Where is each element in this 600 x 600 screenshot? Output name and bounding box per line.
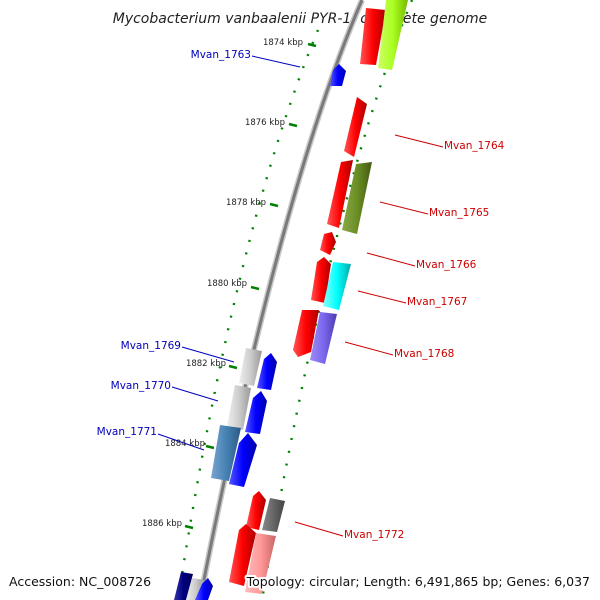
accession-text: Accession: NC_008726 <box>9 574 151 589</box>
scale-label: 1878 kbp <box>226 198 266 208</box>
gene-label-mvan-1765[interactable]: Mvan_1765 <box>429 207 489 219</box>
gene-label-mvan-1770[interactable]: Mvan_1770 <box>111 380 171 392</box>
gene-mvan-1769-blue[interactable] <box>257 353 277 390</box>
gene-mvan-1771-steel[interactable] <box>211 425 241 481</box>
scale-tick-1880: 1880 kbp <box>207 279 260 291</box>
gene-mvan-1770-blue[interactable] <box>245 391 267 434</box>
gene-mvan-1770-grey[interactable] <box>227 385 251 430</box>
gene-label-mvan-1772[interactable]: Mvan_1772 <box>344 529 404 541</box>
scale-label: 1886 kbp <box>142 519 182 529</box>
gene-mvan-1768-red[interactable] <box>293 310 319 357</box>
gene-label-mvan-1767[interactable]: Mvan_1767 <box>407 296 467 308</box>
gene-label-mvan-1769[interactable]: Mvan_1769 <box>121 340 181 352</box>
gene-mvan-1772-red-upper[interactable] <box>246 491 266 530</box>
gene-mvan-1769-grey[interactable] <box>239 348 262 386</box>
gene-mvan-1768-purple[interactable] <box>310 312 337 364</box>
gene-feature-navy-bottom[interactable] <box>174 572 193 600</box>
scale-label: 1880 kbp <box>207 279 247 289</box>
leader-line-mvan-1769 <box>181 346 235 363</box>
leader-line-mvan-1766 <box>366 252 416 267</box>
gene-feature-lime-top[interactable] <box>378 0 408 70</box>
gene-mvan-1771-blue[interactable] <box>229 433 257 487</box>
scale-track <box>176 29 320 600</box>
leader-line-mvan-1767 <box>357 290 407 304</box>
scale-tick-1878: 1878 kbp <box>226 198 279 208</box>
scale-tick-1874: 1874 kbp <box>263 38 317 48</box>
scale-label: 1874 kbp <box>263 38 303 48</box>
gene-label-mvan-1766[interactable]: Mvan_1766 <box>416 259 477 271</box>
scale-tick-1886: 1886 kbp <box>142 519 194 530</box>
scale-tick-1884: 1884 kbp <box>165 439 215 450</box>
gene-mvan-1765-red[interactable] <box>327 160 353 228</box>
genome-summary-text: Topology: circular; Length: 6,491,865 bp… <box>246 574 590 589</box>
gene-label-mvan-1768[interactable]: Mvan_1768 <box>394 348 454 360</box>
gene-label-mvan-1763[interactable]: Mvan_1763 <box>191 49 251 61</box>
leader-line-mvan-1772 <box>294 521 344 537</box>
scale-label: 1882 kbp <box>186 359 226 369</box>
gene-mvan-1766[interactable] <box>320 232 336 255</box>
gene-mvan-1763[interactable] <box>330 64 346 86</box>
leader-line-mvan-1763 <box>251 55 301 68</box>
genome-backbone <box>197 0 365 600</box>
leader-line-mvan-1768 <box>344 341 394 356</box>
leader-line-mvan-1770 <box>171 386 219 402</box>
gene-mvan-1767-red[interactable] <box>311 257 331 303</box>
gene-mvan-1765-olive[interactable] <box>342 162 372 234</box>
gene-mvan-1764[interactable] <box>344 97 367 157</box>
gene-mvan-1772-red-lower[interactable] <box>229 524 256 586</box>
gene-mvan-1772-dark[interactable] <box>262 498 285 532</box>
map-title: Mycobacterium vanbaalenii PYR-1, complet… <box>113 11 488 27</box>
scale-label: 1876 kbp <box>245 118 285 128</box>
gene-label-mvan-1771[interactable]: Mvan_1771 <box>97 426 157 438</box>
gene-feature-red-top[interactable] <box>360 8 386 65</box>
scale-tick-1876: 1876 kbp <box>245 118 298 128</box>
leader-line-mvan-1764 <box>394 134 444 148</box>
leader-line-mvan-1771 <box>157 433 205 451</box>
gene-label-mvan-1764[interactable]: Mvan_1764 <box>444 140 505 152</box>
gene-mvan-1767-cyan[interactable] <box>323 262 351 310</box>
gene-feature-grey-bottom[interactable] <box>186 578 205 600</box>
gene-mvan-1772-pink[interactable] <box>245 533 276 594</box>
gene-feature-blue-bottom[interactable] <box>195 578 213 600</box>
leader-line-mvan-1765 <box>379 201 429 215</box>
scale-label: 1884 kbp <box>165 439 205 449</box>
scale-tick-1882: 1882 kbp <box>186 359 238 370</box>
